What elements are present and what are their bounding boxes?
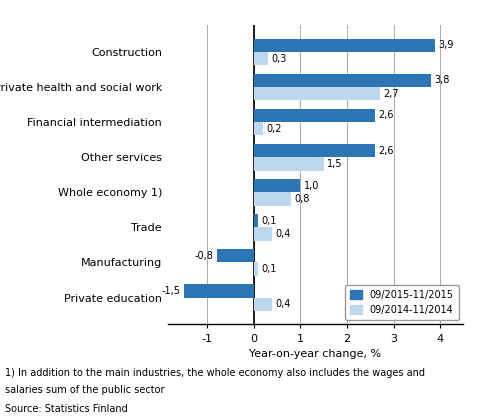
Bar bbox=[254, 179, 300, 192]
Bar bbox=[254, 144, 375, 157]
Bar bbox=[254, 109, 375, 122]
Bar bbox=[254, 87, 380, 100]
Text: Source: Statistics Finland: Source: Statistics Finland bbox=[5, 404, 128, 414]
Bar bbox=[254, 192, 291, 206]
Text: 0,1: 0,1 bbox=[262, 215, 277, 226]
Text: 0,4: 0,4 bbox=[276, 299, 291, 309]
Bar bbox=[254, 122, 263, 136]
Text: salaries sum of the public sector: salaries sum of the public sector bbox=[5, 385, 165, 395]
Text: 0,1: 0,1 bbox=[262, 264, 277, 274]
Text: 2,6: 2,6 bbox=[378, 110, 394, 120]
Bar bbox=[216, 249, 254, 262]
Bar bbox=[184, 284, 254, 297]
Bar bbox=[254, 228, 273, 241]
Bar bbox=[254, 297, 273, 311]
Bar bbox=[254, 39, 435, 52]
Text: 0,3: 0,3 bbox=[271, 54, 286, 64]
Bar bbox=[254, 157, 324, 171]
Text: -0,8: -0,8 bbox=[194, 251, 213, 261]
Text: 1,5: 1,5 bbox=[327, 159, 343, 169]
Bar bbox=[254, 52, 268, 65]
Text: 1,0: 1,0 bbox=[304, 181, 319, 191]
Text: 2,7: 2,7 bbox=[383, 89, 398, 99]
Text: 2,6: 2,6 bbox=[378, 146, 394, 156]
Bar bbox=[254, 214, 258, 228]
Text: 0,8: 0,8 bbox=[294, 194, 310, 204]
Bar bbox=[254, 262, 258, 276]
X-axis label: Year-on-year change, %: Year-on-year change, % bbox=[249, 349, 382, 359]
Text: 3,9: 3,9 bbox=[439, 40, 454, 50]
Text: 1) In addition to the main industries, the whole economy also includes the wages: 1) In addition to the main industries, t… bbox=[5, 368, 425, 378]
Legend: 09/2015-11/2015, 09/2014-11/2014: 09/2015-11/2015, 09/2014-11/2014 bbox=[346, 285, 458, 319]
Text: 0,4: 0,4 bbox=[276, 229, 291, 239]
Text: 3,8: 3,8 bbox=[434, 75, 450, 85]
Text: 0,2: 0,2 bbox=[266, 124, 282, 134]
Text: -1,5: -1,5 bbox=[162, 286, 180, 296]
Bar bbox=[254, 74, 431, 87]
